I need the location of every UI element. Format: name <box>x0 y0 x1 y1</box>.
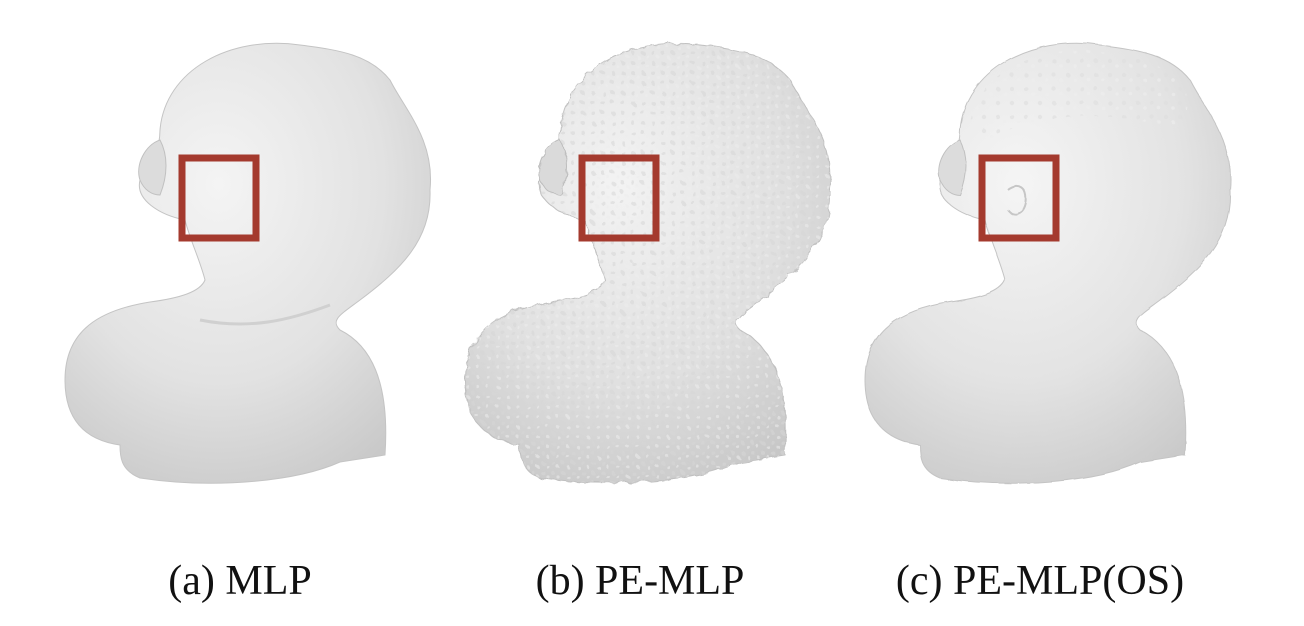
highlight-box <box>578 154 660 242</box>
highlight-box <box>978 154 1060 242</box>
bust-render-c <box>864 42 1232 484</box>
bust-render-b <box>464 42 832 484</box>
panel-a: (a) MLP <box>40 0 440 626</box>
panel-caption: (c) PE-MLP(OS) <box>895 558 1185 604</box>
panel-c: (c) PE-MLP(OS) <box>840 0 1240 626</box>
bust-render-a <box>64 42 432 484</box>
panel-b: (b) PE-MLP <box>440 0 840 626</box>
ear-shape <box>938 139 967 196</box>
ear-detail <box>1007 185 1028 216</box>
bust-shape <box>64 42 432 484</box>
ear-shape <box>538 139 567 196</box>
bust-texture <box>465 43 831 484</box>
panel-caption: (b) PE-MLP <box>535 558 745 604</box>
ear-shape <box>138 139 167 196</box>
highlight-box <box>178 154 260 242</box>
hair-texture <box>970 50 1187 140</box>
panel-caption: (a) MLP <box>168 558 312 604</box>
shoulder-shade <box>199 303 331 326</box>
